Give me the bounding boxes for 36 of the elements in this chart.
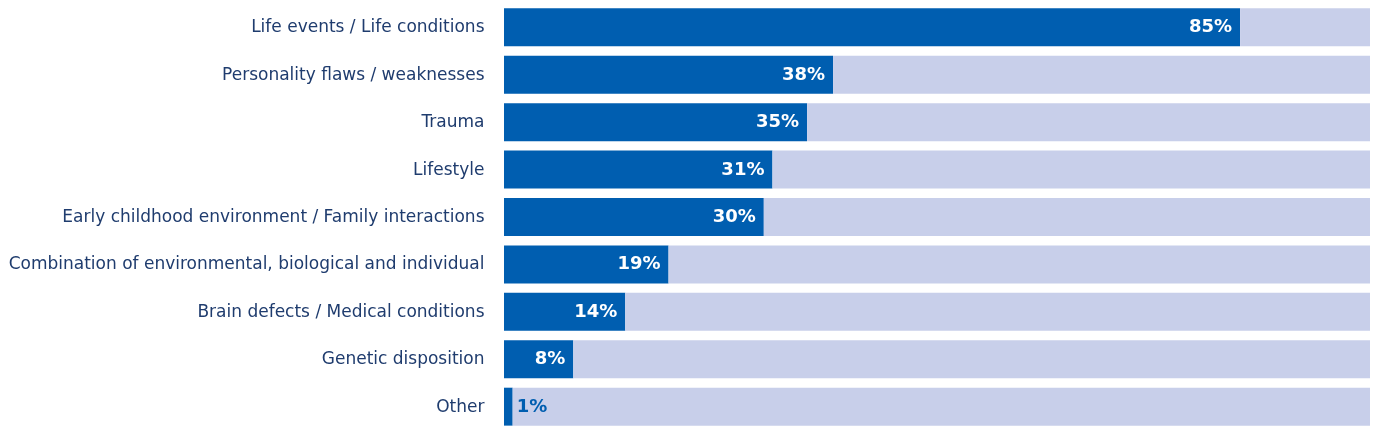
y-tick-label: Personality flaws / weaknesses bbox=[222, 63, 485, 84]
bar bbox=[807, 103, 1370, 142]
bar bbox=[763, 198, 1370, 236]
bar bbox=[504, 245, 669, 284]
bar bbox=[504, 340, 574, 379]
bar bbox=[772, 150, 1370, 189]
bar bbox=[504, 387, 513, 426]
data-label: 19% bbox=[617, 252, 661, 274]
bar bbox=[504, 150, 773, 189]
bar bbox=[504, 103, 808, 142]
bar bbox=[573, 340, 1370, 379]
y-tick-label: Brain defects / Medical conditions bbox=[197, 300, 485, 321]
data-label: 38% bbox=[781, 62, 826, 84]
bar bbox=[625, 292, 1370, 331]
y-tick-label: Combination of environmental, biological and individual bbox=[8, 253, 485, 274]
data-label: 31% bbox=[721, 157, 765, 179]
bar bbox=[833, 55, 1370, 94]
bar bbox=[668, 245, 1370, 284]
bar bbox=[1240, 8, 1370, 47]
y-tick-label: Other bbox=[436, 395, 485, 416]
bar bbox=[504, 198, 764, 236]
data-label: 8% bbox=[534, 347, 566, 369]
data-label: 85% bbox=[1189, 15, 1233, 37]
data-label: 1% bbox=[516, 394, 548, 416]
data-label: 35% bbox=[756, 110, 800, 132]
bar bbox=[512, 387, 1370, 426]
data-label: 14% bbox=[574, 299, 618, 321]
y-tick-label: Life events / Life conditions bbox=[251, 16, 485, 37]
y-tick-label: Genetic disposition bbox=[321, 348, 485, 369]
y-tick-label: Trauma bbox=[420, 111, 485, 132]
bar bbox=[504, 292, 626, 331]
y-tick-label: Early childhood environment / Family interactions bbox=[62, 206, 485, 226]
data-label: 30% bbox=[712, 205, 756, 226]
bar bbox=[504, 8, 1241, 47]
y-tick-label: Lifestyle bbox=[413, 158, 485, 179]
bar bbox=[504, 55, 834, 94]
